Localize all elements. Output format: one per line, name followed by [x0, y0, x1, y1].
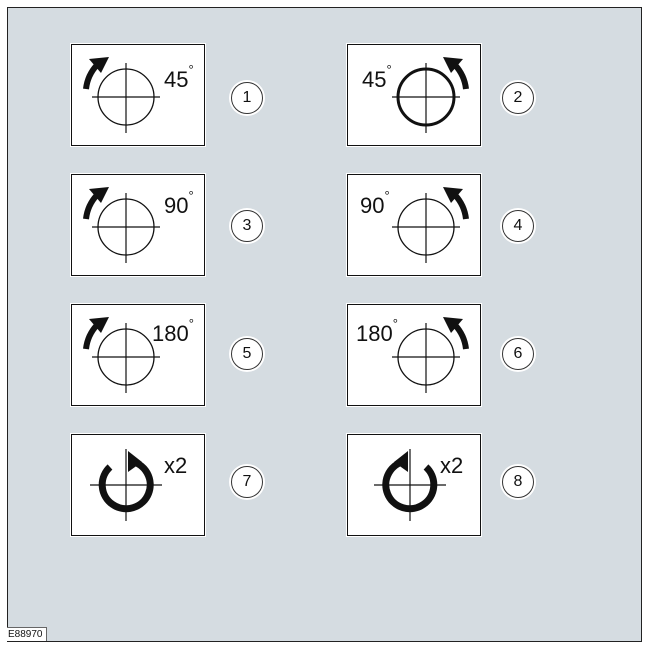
diagram-frame: 45 ° 1 45 ° 2 90 ° 3 90 °: [7, 7, 642, 642]
rotation-panel-6: 180 °: [347, 304, 481, 406]
rotate-counterclockwise-180-icon: [392, 317, 469, 393]
degree-symbol: °: [188, 62, 194, 77]
rotate-counterclockwise-two-turns-icon: [374, 449, 446, 521]
rotate-clockwise-180-icon: [83, 317, 160, 393]
step-number-badge: 7: [231, 466, 263, 498]
step-number-badge: 5: [231, 338, 263, 370]
figure-reference-id: E88970: [7, 627, 47, 641]
step-number-badge: 2: [502, 82, 534, 114]
step-number-badge: 1: [231, 82, 263, 114]
degree-symbol: °: [386, 62, 392, 77]
rotate-counterclockwise-45-icon: [392, 57, 469, 133]
angle-label: 180 °: [152, 317, 194, 346]
multiplier-label: x2: [440, 453, 464, 478]
rotation-panel-3: 90 °: [71, 174, 205, 276]
angle-value: 90: [360, 193, 385, 218]
degree-symbol: °: [392, 316, 398, 331]
degree-symbol: °: [384, 188, 390, 203]
rotate-clockwise-two-turns-icon: [90, 449, 162, 521]
degree-symbol: °: [188, 316, 194, 331]
angle-value: 45: [164, 67, 189, 92]
rotation-panel-8: x2: [347, 434, 481, 536]
rotation-panel-7: x2: [71, 434, 205, 536]
angle-value: 90: [164, 193, 189, 218]
angle-label: 45 °: [362, 63, 392, 92]
rotate-counterclockwise-90-icon: [392, 187, 469, 263]
rotate-clockwise-45-icon: [83, 57, 160, 133]
angle-label: 45 °: [164, 63, 194, 92]
angle-value: 180: [152, 321, 189, 346]
angle-label: 180 °: [356, 317, 398, 346]
angle-value: 180: [356, 321, 393, 346]
rotation-panel-1: 45 °: [71, 44, 205, 146]
rotate-clockwise-90-icon: [83, 187, 160, 263]
step-number-badge: 3: [231, 210, 263, 242]
angle-value: 45: [362, 67, 387, 92]
step-number-badge: 4: [502, 210, 534, 242]
rotation-panel-2: 45 °: [347, 44, 481, 146]
multiplier-label: x2: [164, 453, 188, 478]
degree-symbol: °: [188, 188, 194, 203]
rotation-panel-5: 180 °: [71, 304, 205, 406]
step-number-badge: 8: [502, 466, 534, 498]
rotation-panel-4: 90 °: [347, 174, 481, 276]
step-number-badge: 6: [502, 338, 534, 370]
angle-label: 90 °: [360, 189, 390, 218]
angle-label: 90 °: [164, 189, 194, 218]
